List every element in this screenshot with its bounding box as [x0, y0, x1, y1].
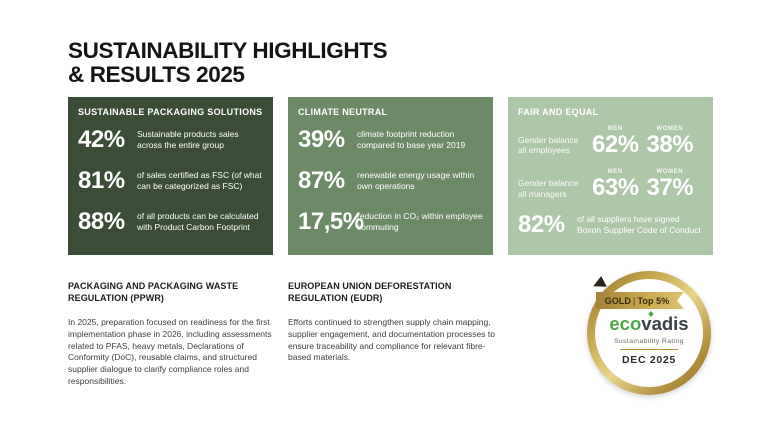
- card-body: 42% Sustainable products sales across th…: [78, 120, 265, 243]
- gender-men-stat: MEN 63%: [592, 169, 639, 200]
- ribbon-text: GOLD | Top 5%: [605, 296, 670, 306]
- stat-value: 42%: [78, 126, 125, 154]
- card-climate-neutral: CLIMATE NEUTRAL 39% climate footprint re…: [288, 97, 493, 255]
- stat-value: 39%: [298, 126, 345, 154]
- stat-description: climate footprint reduction compared to …: [357, 129, 466, 151]
- card-header: SUSTAINABLE PACKAGING SOLUTIONS: [78, 107, 263, 117]
- women-value: 37%: [646, 174, 694, 202]
- stat-row: 87% renewable energy usage within own op…: [298, 169, 485, 193]
- gold-ribbon-banner: GOLD | Top 5%: [596, 292, 684, 309]
- section-header: EUROPEAN UNION DEFORESTATION REGULATION …: [288, 281, 452, 304]
- gender-balance-row-employees: Gender balance all employees MEN 62% WOM…: [518, 126, 705, 157]
- stat-row: 81% of sales certified as FSC (of what c…: [78, 169, 265, 193]
- stat-description: of all suppliers have signed Boxon Suppl…: [577, 213, 701, 235]
- page-title-line2: & RESULTS 2025: [68, 61, 245, 87]
- section-header: PACKAGING AND PACKAGING WASTE REGULATION…: [68, 281, 239, 304]
- ecovadis-gold-medal-badge: GOLD | Top 5% ecovadis Sustainability Rati…: [587, 271, 711, 395]
- men-label: MEN: [607, 125, 623, 132]
- gender-women-stat: WOMEN 38%: [647, 126, 694, 157]
- card-fair-and-equal: FAIR AND EQUAL Gender balance all employ…: [508, 97, 713, 255]
- suppliers-stat-row: 82% of all suppliers have signed Boxon S…: [518, 210, 705, 238]
- section-body: Efforts continued to strengthen supply c…: [288, 317, 495, 363]
- badge-date: DEC 2025: [621, 353, 677, 366]
- card-body: Gender balance all employees MEN 62% WOM…: [518, 120, 705, 243]
- section-body: In 2025, preparation focused on readines…: [68, 317, 272, 386]
- page-title-line1: SUSTAINABILITY HIGHLIGHTS: [68, 38, 388, 63]
- stat-row: 88% of all products can be calculated wi…: [78, 210, 265, 234]
- stat-row: 39% climate footprint reduction compared…: [298, 128, 485, 152]
- stat-description: renewable energy usage within own operat…: [357, 170, 475, 192]
- gender-row-label: Gender balance all managers: [518, 178, 579, 199]
- women-label: WOMEN: [656, 125, 684, 132]
- gender-balance-row-managers: Gender balance all managers MEN 63% WOME…: [518, 169, 705, 200]
- ribbon-rank: Top 5%: [637, 295, 670, 306]
- stat-value: 81%: [78, 167, 125, 195]
- men-label: MEN: [607, 169, 623, 176]
- women-value: 38%: [646, 130, 694, 158]
- gender-row-label: Gender balance all employees: [518, 134, 579, 156]
- stat-description: of sales certified as FSC (of what can b…: [137, 170, 262, 192]
- ribbon-separator: |: [633, 295, 636, 306]
- section-eudr: EUROPEAN UNION DEFORESTATION REGULATION …: [288, 280, 496, 364]
- card-sustainable-packaging: SUSTAINABLE PACKAGING SOLUTIONS 42% Sust…: [68, 97, 273, 255]
- stat-value: 87%: [298, 167, 345, 195]
- women-label: WOMEN: [656, 169, 684, 176]
- page-title: SUSTAINABILITY HIGHLIGHTS & RESULTS 2025: [68, 38, 388, 87]
- men-value: 62%: [592, 130, 639, 158]
- stat-value: 88%: [78, 208, 125, 236]
- badge-divider: [620, 348, 678, 350]
- stat-cards-row: SUSTAINABLE PACKAGING SOLUTIONS 42% Sust…: [68, 97, 713, 255]
- badge-subtitle: Sustainability Rating: [614, 337, 684, 345]
- stat-value: 82%: [518, 210, 565, 238]
- card-body: 39% climate footprint reduction compared…: [298, 120, 485, 243]
- ecovadis-logo: ecovadis: [609, 310, 689, 334]
- badge-content: ecovadis Sustainability Rating DEC 2025: [595, 279, 703, 387]
- stat-row: 42% Sustainable products sales across th…: [78, 128, 265, 152]
- men-value: 63%: [592, 174, 639, 202]
- section-ppwr: PACKAGING AND PACKAGING WASTE REGULATION…: [68, 280, 276, 388]
- stat-value: 17,5%: [298, 208, 364, 236]
- stat-row: 17,5% reduction in CO₂ within employee c…: [298, 210, 485, 234]
- gender-men-stat: MEN 62%: [592, 126, 639, 157]
- stat-description: Sustainable products sales across the en…: [137, 129, 239, 151]
- card-header: FAIR AND EQUAL: [518, 107, 599, 117]
- stat-description: reduction in CO₂ within employee commuti…: [357, 211, 483, 233]
- card-header: CLIMATE NEUTRAL: [298, 107, 388, 117]
- stat-description: of all products can be calculated with P…: [137, 211, 259, 233]
- ribbon-award-level: GOLD: [604, 295, 631, 306]
- logo-text-eco: eco: [609, 313, 642, 334]
- gender-women-stat: WOMEN 37%: [647, 169, 694, 200]
- logo-text-vadis: vadis: [641, 313, 689, 334]
